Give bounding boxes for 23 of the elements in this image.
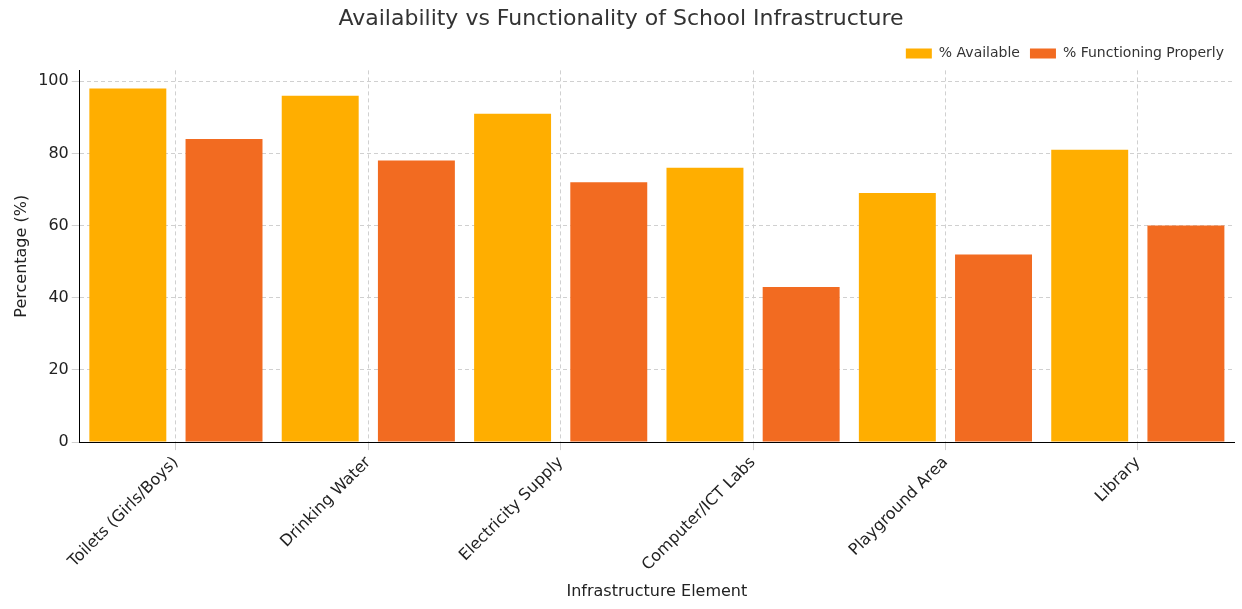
y-tick-label: 40	[48, 286, 69, 306]
y-tick-label: 0	[58, 431, 69, 451]
y-axis-title: Percentage (%)	[10, 194, 30, 318]
y-tick-label: 100	[38, 70, 69, 90]
bar	[1051, 149, 1129, 442]
bar	[185, 138, 263, 442]
legend-label: % Available	[938, 44, 1020, 61]
bar	[281, 95, 359, 442]
y-tick-label: 20	[48, 359, 69, 379]
bar	[666, 167, 744, 442]
legend-label: % Functioning Properly	[1062, 44, 1225, 61]
bar	[1147, 225, 1225, 442]
bar	[570, 182, 648, 442]
bar	[858, 193, 936, 442]
y-tick-label: 80	[48, 142, 69, 162]
x-axis-title: Infrastructure Element	[566, 580, 748, 600]
y-tick-label: 60	[48, 214, 69, 234]
bar	[377, 160, 455, 442]
bar	[89, 88, 167, 442]
bar	[762, 286, 840, 442]
bar	[955, 254, 1032, 442]
chart-title: Availability vs Functionality of School Infrastructure	[338, 4, 904, 30]
bar	[474, 113, 552, 442]
